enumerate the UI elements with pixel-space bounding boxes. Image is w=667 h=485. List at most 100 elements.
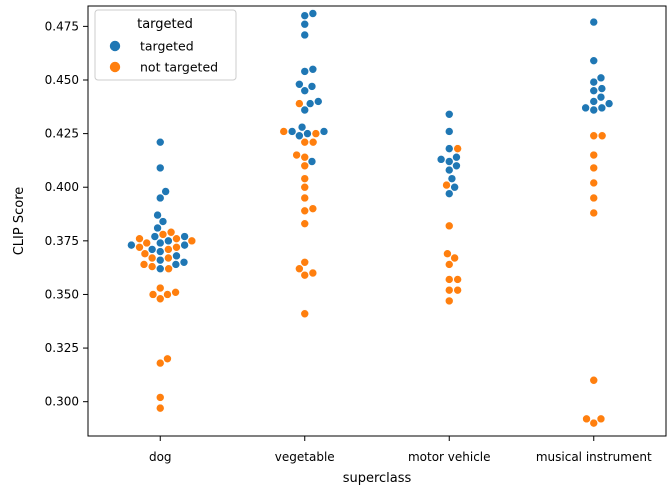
point-dog-not-targeted: [163, 290, 172, 299]
point-dog-targeted: [179, 257, 189, 267]
point-vegetable-targeted: [307, 157, 317, 166]
point-dog-not-targeted: [166, 227, 176, 237]
y-tick-label: 0.450: [45, 73, 79, 87]
point-vegetable-targeted: [295, 79, 304, 89]
point-dog-targeted: [180, 240, 189, 250]
point-vegetable-not-targeted: [300, 309, 310, 319]
point-motor-vehicle-not-targeted: [453, 285, 462, 295]
point-dog-not-targeted: [142, 238, 152, 248]
point-dog-targeted: [127, 240, 136, 250]
point-musical-instrument-targeted: [589, 105, 599, 115]
point-dog-not-targeted: [187, 236, 197, 246]
point-musical-instrument-targeted: [589, 17, 599, 27]
point-vegetable-not-targeted: [311, 129, 321, 138]
point-dog-not-targeted: [163, 354, 172, 364]
point-dog-targeted: [155, 137, 165, 147]
point-musical-instrument-targeted: [604, 99, 614, 108]
plot-frame: [87, 5, 667, 437]
point-dog-not-targeted: [147, 262, 157, 271]
point-dog-targeted: [155, 247, 165, 256]
point-motor-vehicle-not-targeted: [453, 144, 462, 153]
point-dog-targeted: [158, 217, 168, 226]
point-musical-instrument-targeted: [581, 103, 590, 113]
point-motor-vehicle-not-targeted: [444, 285, 454, 295]
point-dog-targeted: [155, 255, 165, 265]
point-dog-not-targeted: [135, 234, 144, 243]
point-vegetable-targeted: [319, 127, 329, 136]
point-vegetable-targeted: [313, 97, 323, 106]
point-motor-vehicle-not-targeted: [443, 249, 452, 259]
point-motor-vehicle-targeted: [450, 182, 459, 192]
point-dog-targeted: [155, 193, 165, 203]
point-vegetable-targeted: [303, 129, 312, 138]
point-motor-vehicle-targeted: [452, 152, 461, 162]
point-musical-instrument-not-targeted: [589, 150, 599, 160]
point-musical-instrument-targeted: [597, 84, 607, 93]
point-musical-instrument-not-targeted: [589, 178, 599, 188]
point-motor-vehicle-targeted: [444, 127, 454, 136]
y-tick-label: 0.475: [45, 19, 79, 33]
y-tick-label: 0.300: [45, 395, 79, 409]
y-tick-label: 0.325: [45, 341, 79, 355]
point-musical-instrument-not-targeted: [597, 131, 607, 141]
point-motor-vehicle-not-targeted: [444, 260, 454, 269]
point-vegetable-not-targeted: [300, 174, 310, 183]
x-tick-label: musical instrument: [536, 450, 652, 464]
point-vegetable-not-targeted: [308, 268, 318, 278]
x-tick-label: vegetable: [275, 450, 335, 464]
point-vegetable-not-targeted: [308, 204, 318, 213]
y-tick-label: 0.425: [45, 127, 79, 141]
point-dog-not-targeted: [171, 288, 180, 297]
x-axis-label: superclass: [343, 471, 412, 485]
point-dog-not-targeted: [164, 245, 173, 254]
point-musical-instrument-targeted: [589, 77, 599, 87]
point-dog-targeted: [155, 238, 165, 248]
point-dog-targeted: [161, 187, 170, 196]
point-vegetable-not-targeted: [300, 137, 310, 147]
point-dog-not-targeted: [155, 294, 165, 304]
point-vegetable-not-targeted: [300, 257, 310, 267]
point-dog-not-targeted: [147, 253, 157, 263]
point-motor-vehicle-targeted: [444, 165, 454, 175]
point-vegetable-not-targeted: [300, 193, 310, 203]
point-dog-not-targeted: [158, 230, 168, 239]
point-musical-instrument-not-targeted: [589, 163, 599, 173]
point-musical-instrument-not-targeted: [589, 131, 599, 141]
point-dog-targeted: [180, 232, 189, 241]
point-musical-instrument-not-targeted: [596, 414, 606, 424]
point-vegetable-not-targeted: [300, 270, 310, 280]
y-tick-label: 0.350: [45, 287, 79, 301]
point-vegetable-not-targeted: [292, 150, 301, 160]
y-tick-label: 0.400: [45, 180, 79, 194]
point-dog-targeted: [172, 251, 181, 261]
point-musical-instrument-targeted: [589, 97, 599, 106]
point-motor-vehicle-targeted: [444, 144, 454, 153]
point-dog-not-targeted: [155, 358, 165, 368]
point-dog-targeted: [147, 245, 157, 254]
point-vegetable-targeted: [305, 99, 315, 108]
x-tick-label: dog: [149, 450, 172, 464]
point-motor-vehicle-targeted: [444, 157, 454, 166]
point-dog-targeted: [153, 223, 162, 233]
point-motor-vehicle-targeted: [447, 174, 457, 183]
y-tick-label: 0.375: [45, 234, 79, 248]
point-vegetable-targeted: [300, 30, 310, 40]
point-vegetable-not-targeted: [300, 152, 310, 162]
legend-label-not-targeted: not targeted: [140, 60, 218, 75]
point-vegetable-not-targeted: [295, 99, 304, 108]
point-musical-instrument-not-targeted: [589, 193, 599, 203]
point-musical-instrument-not-targeted: [589, 375, 599, 385]
point-vegetable-not-targeted: [300, 206, 310, 216]
x-tick-label: motor vehicle: [408, 450, 491, 464]
point-vegetable-targeted: [300, 105, 310, 115]
point-vegetable-targeted: [287, 127, 297, 136]
point-motor-vehicle-not-targeted: [444, 296, 454, 306]
chart-marks: [127, 9, 614, 428]
point-dog-not-targeted: [140, 249, 150, 259]
point-musical-instrument-targeted: [589, 86, 599, 96]
point-motor-vehicle-targeted: [452, 161, 461, 171]
point-dog-not-targeted: [172, 242, 181, 252]
point-dog-not-targeted: [139, 260, 149, 269]
point-dog-not-targeted: [148, 290, 158, 299]
point-musical-instrument-targeted: [589, 56, 599, 65]
